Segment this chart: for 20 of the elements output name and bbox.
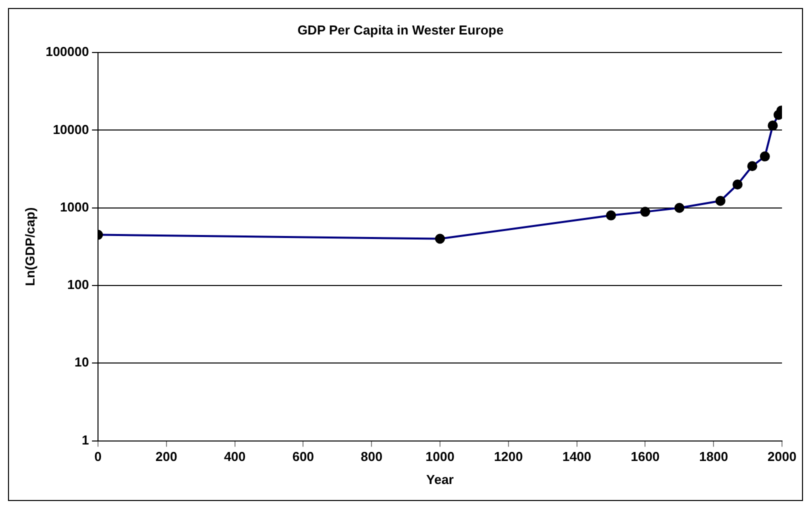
x-tick-label: 2000 [768, 449, 796, 464]
y-tick-label: 10 [74, 354, 89, 370]
x-tick-label: 1400 [562, 449, 592, 464]
x-tick-label: 1000 [426, 449, 454, 464]
x-tick-label: 0 [94, 449, 102, 464]
x-axis-title: Year [426, 472, 454, 487]
y-tick-label: 1 [82, 432, 89, 448]
x-tick-label: 600 [292, 449, 314, 464]
x-tick-label: 200 [156, 449, 178, 464]
y-axis-title: Ln(GDP/cap) [22, 207, 38, 286]
y-tick-label: 1000 [60, 199, 89, 214]
chart-title: GDP Per Capita in Wester Europe [297, 22, 504, 38]
y-tick-label: 100 [67, 277, 89, 292]
x-tick-label: 1600 [630, 449, 660, 464]
x-tick-label: 800 [360, 449, 382, 464]
x-tick-label: 1800 [699, 449, 728, 464]
y-tick-label: 10000 [52, 122, 89, 137]
x-tick-label: 1200 [494, 449, 523, 464]
y-tick-label: 100000 [46, 44, 89, 60]
x-tick-label: 400 [224, 449, 246, 464]
